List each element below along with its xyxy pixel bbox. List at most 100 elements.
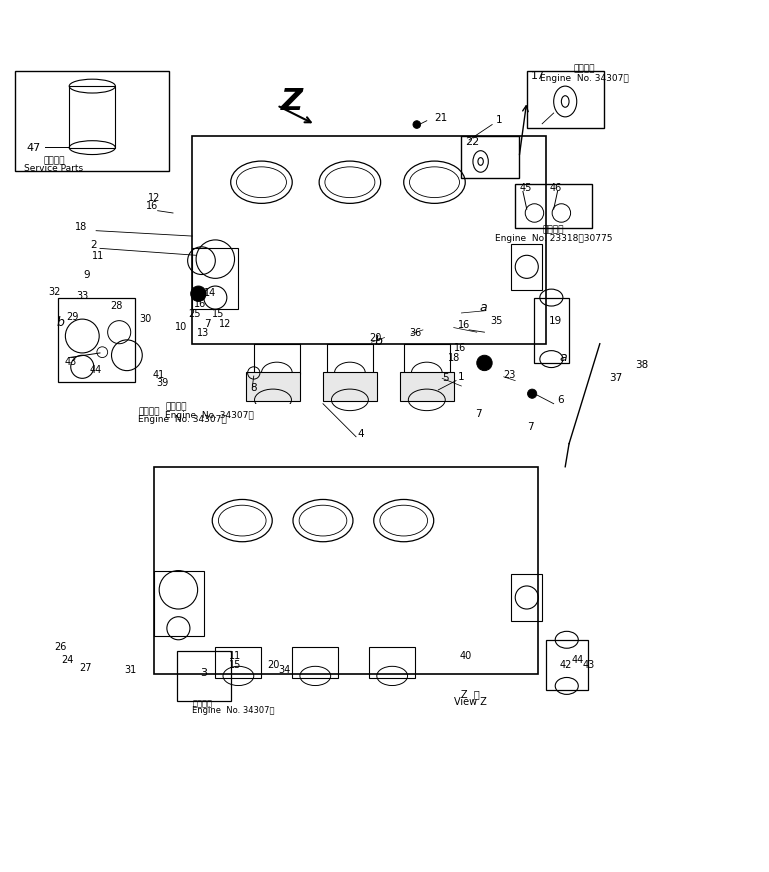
Text: 13: 13 bbox=[197, 328, 209, 338]
Text: 7: 7 bbox=[204, 319, 211, 329]
Text: 39: 39 bbox=[156, 378, 168, 388]
Bar bbox=[177, 651, 231, 701]
Text: 38: 38 bbox=[635, 360, 648, 371]
Text: Engine  No. 34307～: Engine No. 34307～ bbox=[165, 411, 254, 419]
Text: 44: 44 bbox=[89, 365, 102, 375]
Bar bbox=[161, 404, 308, 420]
Bar bbox=[246, 372, 300, 401]
Text: 17: 17 bbox=[531, 72, 544, 81]
Text: 適用号機: 適用号機 bbox=[138, 407, 160, 417]
Text: 31: 31 bbox=[125, 664, 137, 675]
Text: 26: 26 bbox=[54, 642, 66, 651]
Text: 9: 9 bbox=[83, 270, 90, 281]
Text: b: b bbox=[56, 316, 64, 329]
Text: b: b bbox=[375, 335, 382, 348]
Bar bbox=[369, 648, 415, 678]
Text: 2: 2 bbox=[91, 240, 98, 249]
Circle shape bbox=[528, 389, 537, 399]
Bar bbox=[192, 248, 238, 309]
Text: 16: 16 bbox=[194, 299, 206, 309]
Text: 29: 29 bbox=[66, 312, 78, 322]
Text: 補給専用: 補給専用 bbox=[43, 157, 65, 166]
Text: 15: 15 bbox=[211, 309, 224, 319]
Bar bbox=[515, 184, 592, 228]
Circle shape bbox=[191, 286, 206, 302]
Bar bbox=[511, 575, 542, 621]
Bar bbox=[461, 136, 519, 179]
Text: 34: 34 bbox=[278, 664, 291, 675]
Bar bbox=[154, 570, 204, 636]
Text: 1: 1 bbox=[496, 115, 503, 125]
Bar bbox=[511, 244, 542, 290]
Bar bbox=[527, 71, 604, 128]
Text: Engine  No. 34307～: Engine No. 34307～ bbox=[540, 74, 629, 83]
Bar bbox=[327, 344, 373, 374]
Text: 28: 28 bbox=[110, 301, 122, 311]
Text: Engine  No. 34307～: Engine No. 34307～ bbox=[138, 415, 227, 424]
Text: 4: 4 bbox=[358, 429, 365, 439]
Text: 7: 7 bbox=[475, 409, 482, 419]
Bar bbox=[192, 136, 546, 344]
Text: 3: 3 bbox=[200, 668, 208, 678]
Text: 11: 11 bbox=[229, 651, 241, 661]
Text: 18: 18 bbox=[75, 221, 88, 232]
Text: 5: 5 bbox=[442, 372, 449, 383]
Text: 40: 40 bbox=[459, 651, 471, 661]
Text: 15: 15 bbox=[229, 660, 241, 671]
Text: 22: 22 bbox=[465, 137, 480, 147]
Text: 47: 47 bbox=[27, 143, 42, 153]
Text: Engine  No. 23318～30775: Engine No. 23318～30775 bbox=[495, 235, 612, 243]
Circle shape bbox=[413, 120, 421, 128]
Text: 6: 6 bbox=[558, 395, 564, 405]
Text: 19: 19 bbox=[549, 317, 562, 326]
Text: 37: 37 bbox=[609, 373, 622, 384]
Text: 10: 10 bbox=[175, 322, 188, 332]
Text: 46: 46 bbox=[550, 183, 562, 194]
Bar bbox=[292, 648, 338, 678]
Bar bbox=[400, 372, 454, 401]
Text: 21: 21 bbox=[434, 112, 448, 123]
Text: 42: 42 bbox=[560, 660, 572, 671]
Text: 1: 1 bbox=[458, 371, 464, 382]
Text: a: a bbox=[560, 351, 568, 364]
Bar bbox=[215, 648, 261, 678]
Bar bbox=[254, 344, 300, 374]
Circle shape bbox=[477, 355, 492, 371]
Text: 16: 16 bbox=[146, 201, 158, 211]
Text: 44: 44 bbox=[571, 655, 584, 664]
Text: 16: 16 bbox=[454, 344, 466, 353]
Bar bbox=[546, 640, 588, 690]
Text: 適用号機: 適用号機 bbox=[574, 64, 595, 73]
Text: 8: 8 bbox=[250, 384, 257, 393]
Text: 11: 11 bbox=[92, 251, 105, 261]
Text: 20: 20 bbox=[268, 660, 280, 671]
Text: 33: 33 bbox=[76, 291, 88, 301]
Text: 43: 43 bbox=[582, 660, 594, 671]
Text: 45: 45 bbox=[519, 183, 531, 194]
Text: 23: 23 bbox=[504, 371, 516, 380]
Text: 18: 18 bbox=[448, 352, 461, 363]
Text: Engine  No. 34307～: Engine No. 34307～ bbox=[192, 705, 275, 715]
Text: 32: 32 bbox=[48, 287, 61, 297]
Text: 43: 43 bbox=[65, 358, 77, 367]
Text: 36: 36 bbox=[409, 328, 421, 338]
Text: 7: 7 bbox=[527, 422, 534, 432]
Text: 適用号機: 適用号機 bbox=[543, 225, 564, 235]
Text: Z  視: Z 視 bbox=[461, 690, 480, 699]
Text: 適用号機: 適用号機 bbox=[165, 402, 187, 411]
Text: 16: 16 bbox=[458, 320, 470, 330]
Text: 12: 12 bbox=[148, 194, 161, 203]
Bar bbox=[404, 344, 450, 374]
Text: 30: 30 bbox=[139, 314, 151, 324]
Bar bbox=[15, 71, 169, 171]
Text: Service Parts: Service Parts bbox=[25, 164, 83, 173]
Text: 35: 35 bbox=[491, 317, 503, 326]
Text: 25: 25 bbox=[188, 309, 201, 319]
Text: 41: 41 bbox=[152, 371, 165, 380]
Bar bbox=[154, 467, 538, 674]
Text: 12: 12 bbox=[219, 319, 231, 329]
Text: 24: 24 bbox=[62, 655, 74, 664]
Text: a: a bbox=[479, 302, 487, 315]
Bar bbox=[58, 297, 135, 382]
Text: Z: Z bbox=[281, 87, 303, 116]
